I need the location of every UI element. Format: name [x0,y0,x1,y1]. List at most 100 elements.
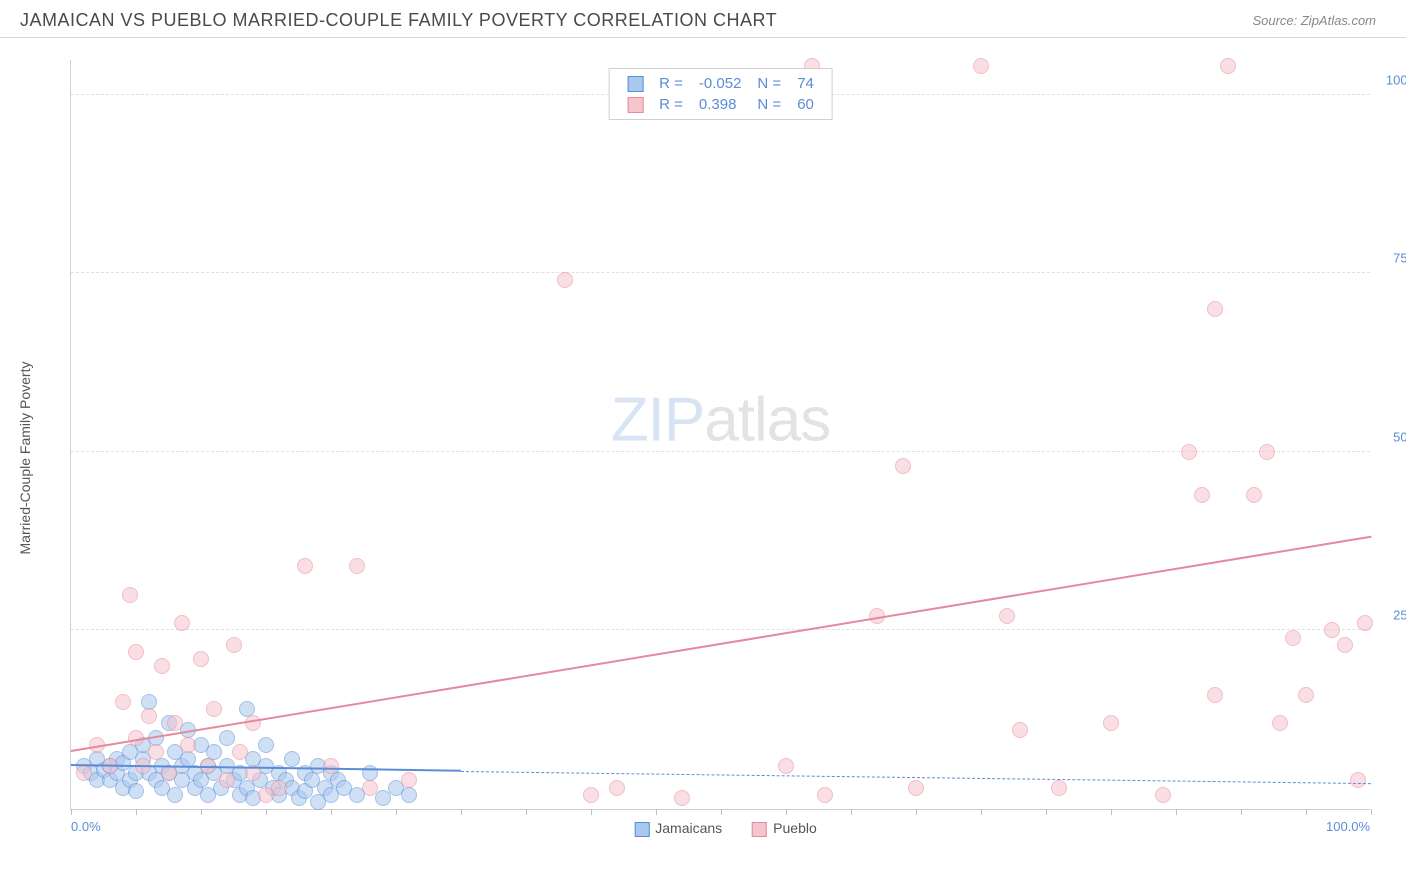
x-tick [1176,809,1177,815]
data-point [245,715,261,731]
legend-n-value: 74 [789,73,822,94]
data-point [674,790,690,806]
y-tick-label: 100.0% [1375,72,1406,87]
legend-swatch [752,822,767,837]
y-tick-label: 25.0% [1375,608,1406,623]
data-point [375,790,391,806]
data-point [1324,622,1340,638]
x-tick [201,809,202,815]
data-point [226,637,242,653]
legend-swatch [627,76,643,92]
gridline [71,451,1370,452]
x-tick [591,809,592,815]
data-point [778,758,794,774]
gridline [71,629,1370,630]
x-tick [266,809,267,815]
data-point [1272,715,1288,731]
data-point [297,558,313,574]
source-label: Source: ZipAtlas.com [1252,13,1376,28]
legend-swatch [634,822,649,837]
data-point [1103,715,1119,731]
data-point [1337,637,1353,653]
data-point [1285,630,1301,646]
watermark: ZIPatlas [611,384,830,455]
trend-line [71,536,1371,752]
data-point [167,715,183,731]
data-point [128,783,144,799]
plot-area: ZIPatlas R =-0.052N =74R =0.398N =60 Jam… [70,60,1370,810]
legend-r-value: 0.398 [691,94,750,115]
data-point [154,658,170,674]
chart-header: JAMAICAN VS PUEBLO MARRIED-COUPLE FAMILY… [0,0,1406,38]
data-point [271,780,287,796]
x-tick [331,809,332,815]
chart-title: JAMAICAN VS PUEBLO MARRIED-COUPLE FAMILY… [20,10,777,31]
legend-row: R =0.398N =60 [619,94,822,115]
data-point [1350,772,1366,788]
x-tick [396,809,397,815]
data-point [1357,615,1373,631]
data-point [1207,687,1223,703]
data-point [817,787,833,803]
legend-item: Pueblo [742,820,817,836]
data-point [122,587,138,603]
chart-container: Married-Couple Family Poverty ZIPatlas R… [20,50,1390,880]
data-point [1194,487,1210,503]
x-tick [136,809,137,815]
data-point [1246,487,1262,503]
x-tick [721,809,722,815]
x-tick [1306,809,1307,815]
legend-r-value: -0.052 [691,73,750,94]
data-point [180,737,196,753]
data-point [349,558,365,574]
x-tick [916,809,917,815]
data-point [1012,722,1028,738]
data-point [141,708,157,724]
x-tick [71,809,72,815]
legend-n-label: N = [749,94,789,115]
data-point [999,608,1015,624]
x-tick [461,809,462,815]
data-point [161,765,177,781]
data-point [1207,301,1223,317]
data-point [401,787,417,803]
x-tick [1241,809,1242,815]
data-point [128,644,144,660]
legend-r-label: R = [651,94,691,115]
data-point [557,272,573,288]
data-point [908,780,924,796]
data-point [1051,780,1067,796]
data-point [401,772,417,788]
data-point [148,744,164,760]
data-point [323,758,339,774]
x-tick [1046,809,1047,815]
x-tick [526,809,527,815]
correlation-legend: R =-0.052N =74R =0.398N =60 [608,68,833,120]
data-point [206,701,222,717]
data-point [1259,444,1275,460]
x-tick [851,809,852,815]
x-tick [786,809,787,815]
x-tick [1111,809,1112,815]
y-axis-title: Married-Couple Family Poverty [17,362,33,555]
legend-row: R =-0.052N =74 [619,73,822,94]
legend-r-label: R = [651,73,691,94]
series-legend: Jamaicans Pueblo [614,820,827,837]
data-point [362,780,378,796]
y-tick-label: 50.0% [1375,429,1406,444]
legend-item: Jamaicans [624,820,722,836]
legend-n-label: N = [749,73,789,94]
data-point [232,744,248,760]
x-tick [656,809,657,815]
data-point [167,787,183,803]
data-point [193,651,209,667]
data-point [284,751,300,767]
x-tick [1371,809,1372,815]
data-point [1181,444,1197,460]
data-point [583,787,599,803]
data-point [219,730,235,746]
x-tick-label: 100.0% [1326,819,1370,834]
data-point [895,458,911,474]
data-point [973,58,989,74]
data-point [174,615,190,631]
